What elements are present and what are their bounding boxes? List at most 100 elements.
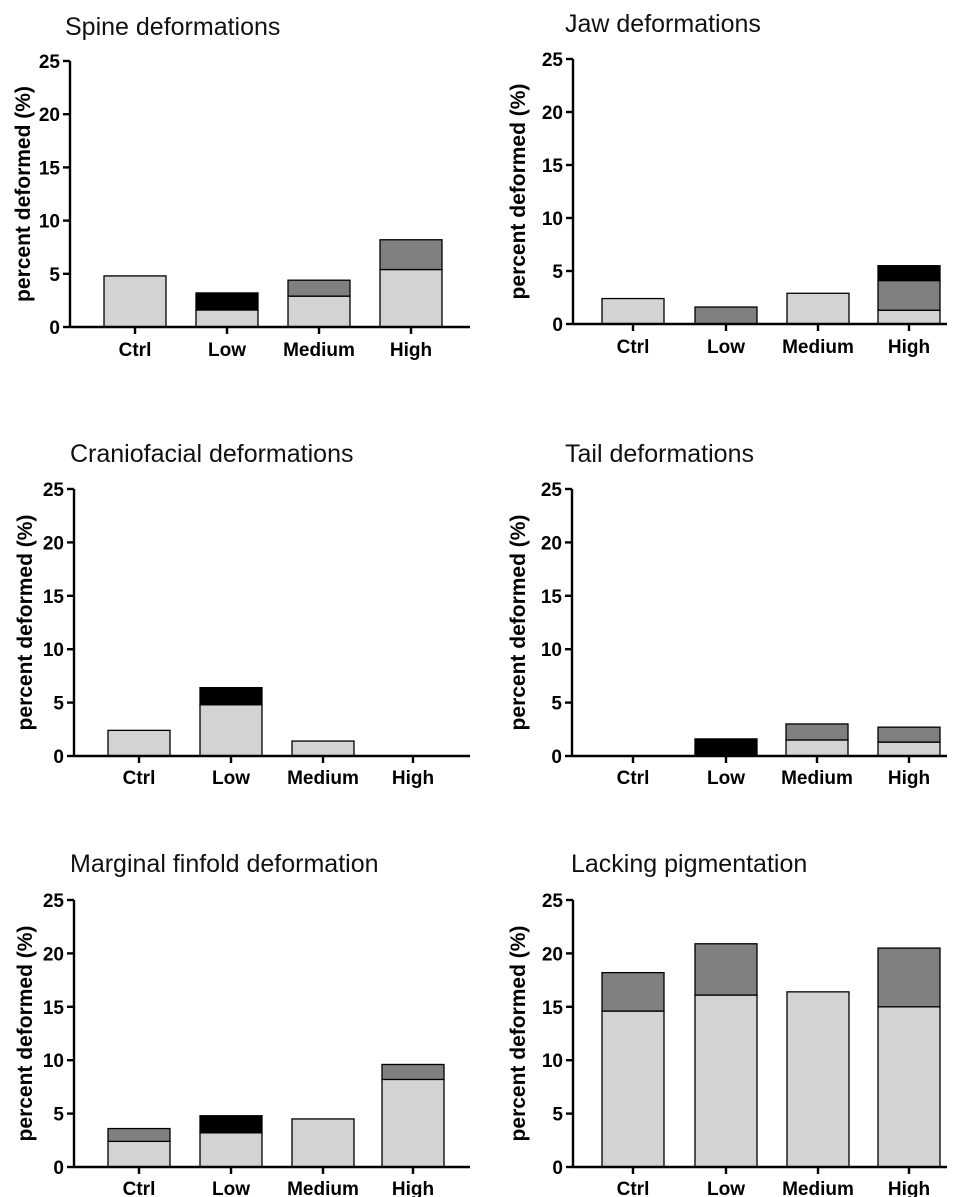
bar-segment [694,306,758,325]
bar-segment [785,723,849,741]
y-axis-label: percent deformed (%) [507,515,530,731]
bar-segment [877,947,941,1008]
y-tick-label: 15 [39,158,61,179]
x-tick-label: Ctrl [617,768,650,789]
chart-title: Jaw deformations [565,10,761,38]
bar-segment [786,991,850,1168]
y-tick-label: 10 [43,640,64,661]
bar-segment [199,1115,263,1134]
bar-segment [199,704,263,757]
y-tick-label: 20 [43,944,64,965]
x-tick-label: Ctrl [123,768,156,789]
y-tick-label: 10 [542,1051,563,1072]
y-axis-label: percent deformed (%) [507,926,530,1142]
y-tick-label: 5 [552,1105,563,1126]
panel-tail-deformations: Tail deformations percent deformed (%) 0 5 1… [481,420,963,810]
bar-segment [379,239,443,271]
x-tick-label: Low [212,768,250,789]
y-axis-label: percent deformed (%) [12,86,35,302]
y-tick-label: 20 [43,533,64,554]
bar-segment [601,971,665,1012]
x-tick-label: Ctrl [123,1179,156,1197]
y-tick-label: 0 [53,747,64,768]
y-axis-label: percent deformed (%) [507,84,530,300]
x-tick-label: Medium [287,768,359,789]
bar-segment [786,292,850,325]
bar-segment [379,268,443,328]
x-tick-label: High [888,337,930,358]
y-tick-label: 0 [551,747,562,768]
y-tick-label: 20 [39,105,60,126]
y-tick-label: 20 [542,944,563,965]
y-tick-label: 5 [49,265,60,286]
x-tick-label: Ctrl [617,1179,650,1197]
panel-craniofacial-deformations: Craniofacial deformations percent deforme… [0,420,481,810]
bar-segment [291,1118,355,1168]
chart-title: Craniofacial deformations [70,440,353,468]
y-tick-label: 5 [53,694,64,715]
y-tick-label: 0 [53,1158,64,1179]
y-tick-label: 10 [541,640,562,661]
bar-segment [877,265,941,282]
y-tick-label: 20 [541,533,562,554]
y-tick-label: 0 [552,1158,563,1179]
bar-segment [601,297,665,325]
x-tick-label: High [888,1179,930,1197]
x-tick-label: Ctrl [617,337,650,358]
bar-segment [877,279,941,311]
bar-segment [287,295,351,328]
bar-segment [107,729,171,757]
y-tick-label: 20 [542,103,563,124]
y-tick-label: 15 [43,587,65,608]
y-tick-label: 25 [542,50,564,71]
bar-segment [381,1063,445,1081]
x-tick-label: Medium [782,337,854,358]
bar-segment [195,309,259,328]
bar-segment [694,943,758,996]
chart-svg: Lacking pigmentation percent deformed (%)… [507,850,947,1197]
chart-title: Marginal finfold deformation [70,850,379,878]
y-tick-label: 10 [43,1051,64,1072]
y-tick-label: 0 [49,318,60,339]
x-tick-label: Low [707,337,745,358]
chart-svg: Marginal finfold deformation percent defo… [14,850,470,1197]
bar-segment [694,738,758,757]
y-tick-label: 15 [542,156,564,177]
panel-spine-deformations: Spine deformations percent deformed (%) 0 5… [0,0,481,390]
x-tick-label: Medium [782,1179,854,1197]
x-tick-label: Ctrl [119,340,152,361]
x-tick-label: Low [707,768,745,789]
chart-svg: Spine deformations percent deformed (%) 0 5… [12,13,470,361]
y-tick-label: 5 [53,1105,64,1126]
x-tick-label: Medium [781,768,853,789]
y-tick-label: 5 [552,262,563,283]
bar-segment [199,1132,263,1168]
bar-segment [107,1127,171,1143]
bar-segment [287,279,351,297]
x-tick-label: Low [707,1179,745,1197]
bar-segment [107,1140,171,1168]
panel-jaw-deformations: Jaw deformations percent deformed (%) 0 5 10… [481,0,963,390]
y-tick-label: 25 [541,480,563,501]
y-tick-label: 10 [542,209,563,230]
bar-segment [877,726,941,743]
y-tick-label: 25 [43,891,65,912]
x-tick-label: Medium [283,340,355,361]
bar-segment [877,309,941,325]
x-tick-label: High [392,768,434,789]
bar-segment [381,1078,445,1168]
bar-segment [103,275,167,328]
x-tick-label: Low [212,1179,250,1197]
x-tick-label: High [392,1179,434,1197]
bar-segment [785,739,849,757]
bar-segment [199,686,263,706]
bar-segment [195,292,259,311]
bar-segment [877,741,941,757]
y-tick-label: 0 [552,315,563,336]
chart-title: Spine deformations [65,13,280,41]
y-tick-label: 25 [39,52,61,73]
x-tick-label: High [390,340,432,361]
x-tick-label: Low [208,340,246,361]
bar-segment [694,994,758,1168]
chart-title: Tail deformations [565,440,754,468]
